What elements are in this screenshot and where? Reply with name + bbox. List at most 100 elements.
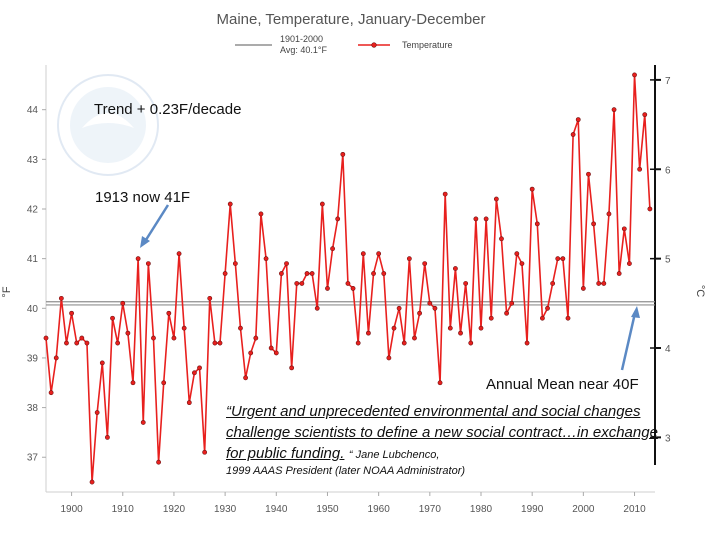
data-point — [53, 355, 59, 361]
data-point — [299, 281, 305, 286]
data-point — [79, 335, 85, 341]
data-point — [601, 281, 607, 286]
data-point — [263, 256, 269, 262]
data-point — [120, 300, 126, 306]
data-point — [345, 281, 351, 286]
y2-tick-label: 3 — [665, 433, 671, 444]
data-point — [171, 335, 177, 341]
data-point — [555, 256, 561, 262]
data-point — [243, 375, 248, 381]
data-point — [575, 117, 581, 123]
data-point — [596, 281, 602, 286]
data-point — [355, 340, 361, 346]
annual-mean-annotation: Annual Mean near 40F — [486, 376, 639, 393]
x-tick-label: 1980 — [470, 504, 493, 515]
data-point — [166, 310, 172, 316]
data-point — [371, 271, 376, 276]
baseline-average-line — [46, 301, 655, 306]
legend-series-label: Temperature — [402, 40, 453, 50]
data-point — [627, 261, 632, 267]
data-point — [222, 271, 228, 276]
data-point — [483, 216, 489, 222]
data-point — [232, 261, 238, 267]
data-point — [258, 211, 264, 217]
quote-attribution-name: “ Jane Lubchenco, — [348, 449, 440, 461]
data-point — [130, 380, 136, 386]
data-point — [58, 295, 64, 301]
data-point — [514, 251, 520, 257]
y-tick-label: 37 — [27, 453, 39, 464]
data-point — [632, 72, 637, 78]
data-point — [478, 325, 484, 331]
data-point — [591, 221, 596, 227]
legend-baseline-label-1: 1901-2000 — [280, 34, 323, 44]
data-point — [289, 365, 295, 371]
x-tick-label: 1940 — [265, 504, 288, 515]
data-point — [340, 151, 346, 157]
data-point — [437, 380, 443, 386]
data-point — [94, 410, 100, 415]
legend-baseline-label-2: Avg: 40.1°F — [280, 45, 327, 55]
y-tick-label: 42 — [27, 204, 39, 215]
data-point — [319, 201, 325, 207]
data-point — [48, 390, 54, 396]
data-point — [207, 295, 213, 301]
data-point — [89, 479, 95, 485]
data-point — [458, 330, 463, 336]
data-point — [151, 335, 156, 341]
data-point — [642, 112, 648, 118]
data-point — [294, 281, 300, 286]
legend: 1901-2000 Avg: 40.1°F Temperature — [235, 34, 453, 55]
data-point — [565, 315, 571, 321]
data-point — [560, 256, 566, 262]
data-point — [350, 286, 356, 291]
data-point — [606, 211, 612, 217]
data-point — [330, 246, 335, 252]
data-point — [580, 286, 586, 291]
data-point — [396, 305, 402, 311]
data-point — [570, 132, 576, 137]
data-point — [197, 365, 202, 371]
data-point — [473, 216, 479, 222]
data-point — [637, 166, 643, 172]
data-point — [422, 261, 428, 267]
data-point — [360, 251, 366, 257]
y2-tick-label: 7 — [665, 76, 671, 87]
data-point — [268, 345, 274, 351]
data-point — [110, 315, 115, 321]
data-point — [381, 271, 387, 276]
data-point — [105, 434, 110, 440]
data-point — [529, 186, 535, 192]
data-point — [386, 355, 392, 361]
data-point — [468, 340, 474, 346]
data-point — [325, 286, 330, 291]
data-point — [176, 251, 182, 257]
data-point — [309, 271, 315, 276]
x-tick-label: 1990 — [521, 504, 544, 515]
data-point — [504, 310, 509, 316]
x-tick-label: 1910 — [112, 504, 135, 515]
x-tick-label: 2000 — [572, 504, 595, 515]
data-point — [545, 305, 550, 311]
data-point — [427, 300, 433, 306]
data-point — [125, 330, 131, 336]
data-point — [192, 370, 197, 376]
data-point — [248, 350, 254, 356]
data-point — [534, 221, 540, 227]
data-point — [432, 305, 438, 311]
data-point — [442, 191, 448, 197]
right-axis-unit: °C — [694, 285, 706, 297]
x-tick-label: 2010 — [623, 504, 646, 515]
data-point — [611, 107, 617, 113]
data-point — [453, 266, 458, 271]
y2-tick-label: 4 — [665, 344, 671, 355]
data-point — [227, 201, 233, 207]
data-point — [181, 325, 187, 331]
quote-attribution-role: 1999 AAAS President (later NOAA Administ… — [226, 465, 466, 477]
arrow-annual-mean — [620, 306, 640, 371]
data-point — [140, 420, 146, 425]
x-tick-label: 1920 — [163, 504, 186, 515]
data-point — [412, 335, 417, 341]
data-point — [499, 236, 504, 242]
x-tick-label: 1970 — [419, 504, 442, 515]
